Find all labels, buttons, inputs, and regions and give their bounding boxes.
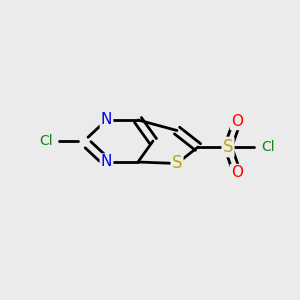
Text: Cl: Cl — [39, 134, 52, 148]
Text: S: S — [223, 138, 233, 156]
Text: N: N — [101, 112, 112, 128]
Text: O: O — [231, 165, 243, 180]
Text: Cl: Cl — [261, 140, 274, 154]
Text: N: N — [101, 154, 112, 169]
Text: S: S — [172, 154, 182, 172]
Text: O: O — [231, 114, 243, 129]
